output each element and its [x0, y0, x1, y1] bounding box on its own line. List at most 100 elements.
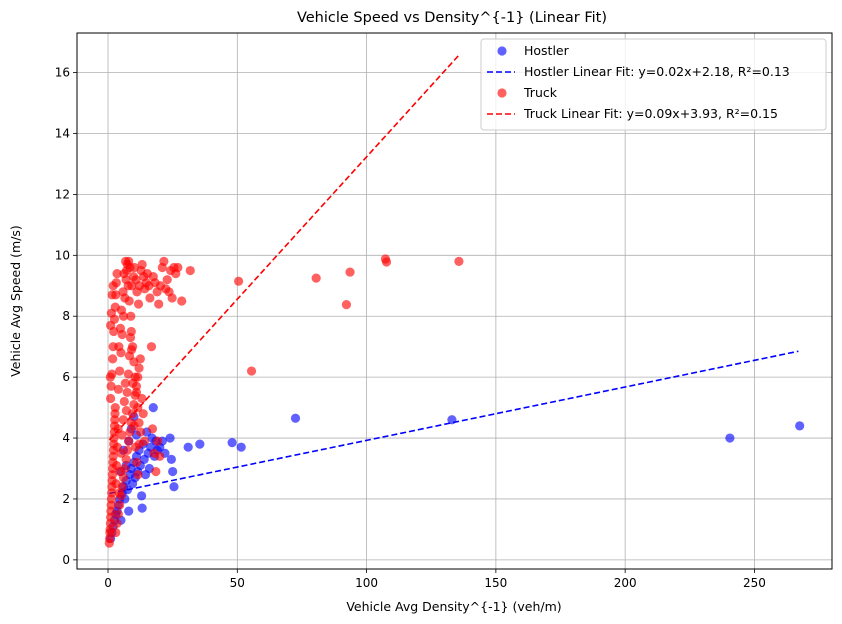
- scatter-point: [148, 402, 158, 413]
- scatter-point: [107, 290, 117, 300]
- series-1: [109, 350, 799, 495]
- scatter-point: [124, 296, 134, 306]
- scatter-point: [341, 300, 352, 310]
- scatter-point: [234, 276, 244, 286]
- scatter-point: [115, 466, 125, 477]
- x-tick-label: 200: [614, 576, 637, 590]
- legend-marker: [497, 46, 507, 56]
- scatter-point: [112, 518, 122, 528]
- scatter-point: [111, 479, 121, 489]
- scatter-point: [311, 273, 321, 283]
- scatter-point: [227, 438, 237, 448]
- x-tick-label: 50: [230, 576, 245, 590]
- scatter-point: [795, 421, 805, 431]
- y-tick-label: 16: [55, 66, 70, 80]
- scatter-point: [236, 442, 246, 452]
- scatter-point: [134, 363, 144, 373]
- y-tick-label: 6: [62, 370, 70, 384]
- scatter-point: [185, 265, 195, 276]
- legend-label: Truck: [523, 85, 558, 100]
- scatter-point: [115, 500, 125, 510]
- scatter-point: [120, 378, 130, 388]
- scatter-point: [195, 439, 205, 449]
- scatter-point: [147, 424, 158, 434]
- series-3: [108, 53, 461, 441]
- scatter-point: [105, 372, 115, 382]
- scatter-point: [139, 436, 150, 446]
- scatter-point: [122, 265, 132, 276]
- scatter-point: [106, 320, 116, 330]
- scatter-point: [381, 257, 392, 267]
- scatter-point: [124, 506, 134, 516]
- scatter-point: [128, 378, 138, 388]
- y-tick-label: 0: [62, 553, 70, 567]
- scatter-point: [173, 262, 183, 273]
- scatter-point: [169, 482, 179, 492]
- legend-label: Hostler: [524, 43, 570, 58]
- scatter-point: [725, 433, 735, 443]
- scatter-point: [137, 259, 147, 270]
- scatter-point: [106, 308, 116, 318]
- scatter-point: [133, 469, 143, 480]
- x-tick-label: 100: [355, 576, 378, 590]
- y-tick-label: 10: [55, 248, 70, 262]
- series-2: [104, 254, 464, 548]
- scatter-point: [162, 275, 172, 285]
- scatter-point: [119, 396, 129, 407]
- scatter-point: [114, 342, 124, 352]
- scatter-point: [106, 393, 116, 404]
- scatter-point: [125, 332, 136, 343]
- scatter-point: [183, 442, 193, 452]
- scatter-point: [118, 415, 128, 425]
- scatter-point: [167, 293, 177, 303]
- scatter-point: [110, 402, 120, 413]
- legend-marker: [497, 88, 507, 98]
- scatter-point: [126, 311, 136, 321]
- scatter-point: [153, 436, 163, 446]
- scatter-point: [136, 427, 146, 437]
- scatter-point: [165, 433, 175, 443]
- scatter-point: [168, 466, 178, 477]
- scatter-point: [113, 509, 123, 519]
- legend-box: [480, 38, 827, 131]
- scatter-point: [112, 268, 122, 279]
- scatter-point: [154, 299, 164, 309]
- scatter-point: [108, 354, 118, 364]
- scatter-point: [117, 430, 127, 440]
- scatter-point: [121, 454, 131, 464]
- fit-line: [108, 53, 461, 441]
- x-tick-label: 150: [484, 576, 507, 590]
- scatter-point: [137, 393, 147, 404]
- scatter-point: [121, 406, 131, 416]
- fit-line: [109, 350, 799, 495]
- scatter-point: [123, 369, 134, 379]
- scatter-point: [246, 366, 257, 376]
- scatter-point: [137, 503, 147, 513]
- legend-label: Hostler Linear Fit: y=0.02x+2.18, R²=0.1…: [524, 64, 790, 79]
- axis-ticks: 0 50 100 150 200 250 0 2 4 6 8 10 12 14 16: [55, 66, 766, 590]
- scatter-point: [138, 409, 148, 419]
- x-tick-label: 0: [104, 576, 112, 590]
- legend: Hostler Hostler Linear Fit: y=0.02x+2.18,…: [480, 38, 827, 131]
- scatter-point: [126, 345, 137, 355]
- scatter-point: [116, 448, 126, 458]
- scatter-point: [132, 457, 142, 468]
- scatter-point: [145, 293, 155, 303]
- scatter-point: [115, 366, 125, 376]
- scatter-point: [116, 305, 127, 315]
- plot-area: [104, 53, 805, 548]
- plot-frame: [76, 32, 833, 570]
- y-tick-label: 12: [55, 187, 70, 201]
- y-axis-label: Vehicle Avg Speed (m/s): [8, 225, 23, 377]
- scatter-point: [166, 454, 176, 464]
- scatter-point: [159, 256, 169, 267]
- scatter-point: [122, 387, 132, 397]
- y-tick-label: 14: [55, 127, 70, 141]
- y-tick-label: 4: [62, 431, 70, 445]
- x-axis-label: Vehicle Avg Density^{-1} (veh/m): [346, 599, 561, 614]
- scatter-point: [106, 381, 116, 391]
- x-tick-label: 250: [743, 576, 766, 590]
- y-tick-label: 2: [62, 492, 70, 506]
- scatter-point: [121, 256, 131, 267]
